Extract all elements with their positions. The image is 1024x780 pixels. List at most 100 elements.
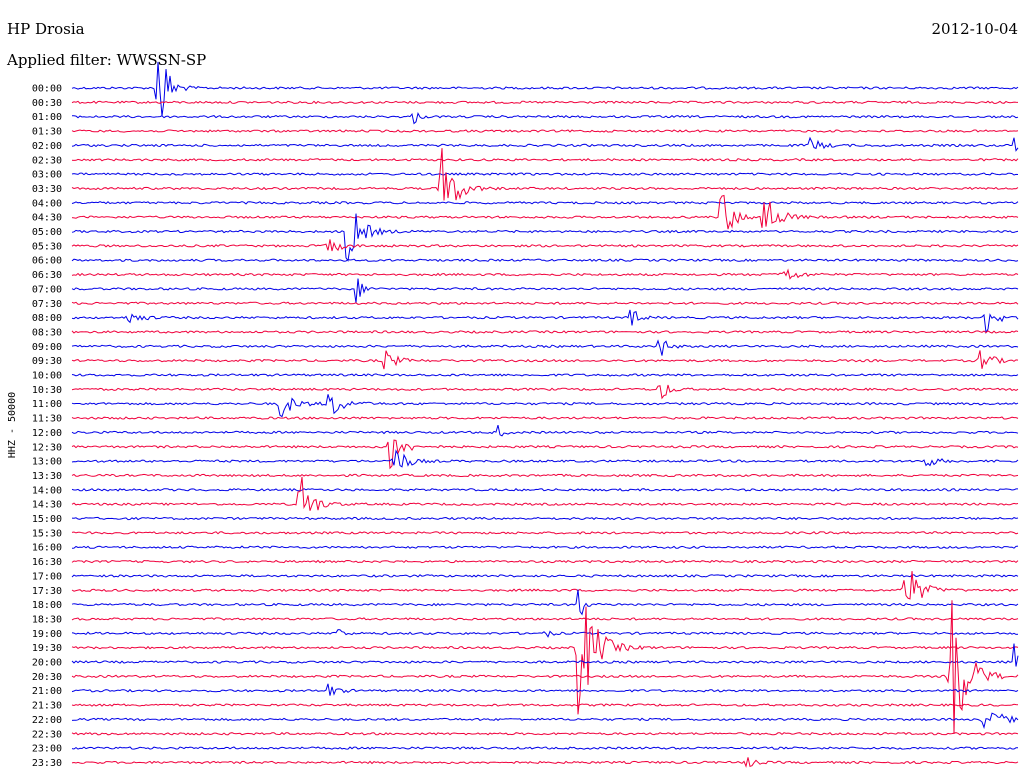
trace-row <box>71 194 1019 230</box>
time-tick-label: 21:30 <box>32 701 62 712</box>
trace-row <box>71 172 1019 176</box>
trace-row <box>71 516 1019 521</box>
time-tick-label: 14:00 <box>32 485 62 496</box>
time-tick-label: 09:30 <box>32 356 62 367</box>
station-title: HP Drosia <box>7 20 85 38</box>
time-tick-label: 07:00 <box>32 284 62 295</box>
time-tick-label: 11:00 <box>32 399 62 410</box>
time-tick-label: 10:30 <box>32 385 62 396</box>
time-tick-label: 13:00 <box>32 457 62 468</box>
time-tick-label: 12:00 <box>32 428 62 439</box>
trace-row <box>71 617 1019 621</box>
time-tick-label: 12:30 <box>32 442 62 453</box>
time-tick-label: 20:30 <box>32 672 62 683</box>
filter-value: WWSSN-SP <box>116 51 207 69</box>
trace-row <box>71 757 1019 768</box>
trace-row <box>71 424 1019 437</box>
trace-row <box>71 301 1019 305</box>
time-tick-label: 02:00 <box>32 141 62 152</box>
date-label: 2012-10-04 <box>931 20 1018 38</box>
trace-row <box>71 476 1019 511</box>
trace-row <box>71 258 1019 262</box>
trace-row <box>71 589 1019 616</box>
trace-row <box>71 61 1019 117</box>
time-tick-label: 15:30 <box>32 528 62 539</box>
trace-row <box>71 100 1019 105</box>
trace-row <box>71 213 1019 262</box>
trace-row <box>71 330 1019 334</box>
trace-row <box>71 112 1019 125</box>
time-tick-label: 08:30 <box>32 327 62 338</box>
tick-label-group: 00:00 00:30 01:00 01:30 02:00 02:30 03:00 03:30… <box>32 84 62 769</box>
time-tick-label: 06:00 <box>32 256 62 267</box>
trace-row <box>71 703 1019 707</box>
time-tick-label: 18:30 <box>32 614 62 625</box>
trace-row <box>71 350 1019 370</box>
time-tick-label: 03:30 <box>32 184 62 195</box>
trace-row <box>71 373 1019 377</box>
time-tick-label: 16:00 <box>32 543 62 554</box>
trace-row <box>71 129 1019 133</box>
trace-row <box>71 487 1018 492</box>
time-tick-label: 01:30 <box>32 127 62 138</box>
time-tick-label: 22:30 <box>32 729 62 740</box>
trace-row <box>71 571 1019 600</box>
trace-row <box>71 439 1019 470</box>
time-tick-label: 18:00 <box>32 600 62 611</box>
time-tick-label: 07:30 <box>32 299 62 310</box>
trace-row <box>71 683 1019 696</box>
trace-row <box>71 531 1019 535</box>
time-tick-label: 17:00 <box>32 571 62 582</box>
time-tick-label: 10:00 <box>32 371 62 382</box>
filter-caption: Applied filter: <box>7 51 112 69</box>
trace-row <box>71 148 1019 201</box>
time-tick-label: 23:30 <box>32 758 62 769</box>
time-tick-label: 17:30 <box>32 586 62 597</box>
trace-row <box>71 416 1019 420</box>
time-tick-label: 16:30 <box>32 557 62 568</box>
trace-row <box>71 158 1019 162</box>
trace-row <box>71 600 1019 735</box>
time-tick-label: 23:00 <box>32 744 62 755</box>
trace-row <box>71 268 1019 280</box>
time-tick-label: 00:00 <box>32 84 62 95</box>
time-tick-label: 02:30 <box>32 155 62 166</box>
time-tick-label: 04:00 <box>32 198 62 209</box>
trace-row <box>71 606 1019 715</box>
time-tick-label: 21:00 <box>32 686 62 697</box>
trace-row <box>71 309 1019 335</box>
trace-row <box>71 136 1019 152</box>
time-tick-label: 01:00 <box>32 112 62 123</box>
time-tick-label: 06:30 <box>32 270 62 281</box>
trace-row <box>71 339 1019 356</box>
trace-row <box>71 384 1019 400</box>
trace-row <box>71 449 1019 468</box>
trace-row <box>71 574 1019 578</box>
time-tick-label: 13:30 <box>32 471 62 482</box>
trace-row <box>71 239 1019 252</box>
time-tick-label: 15:00 <box>32 514 62 525</box>
trace-row <box>71 559 1019 564</box>
time-tick-label: 08:00 <box>32 313 62 324</box>
time-tick-label: 09:00 <box>32 342 62 353</box>
trace-row <box>71 278 1019 303</box>
trace-row <box>71 732 1019 736</box>
time-tick-label: 05:30 <box>32 241 62 252</box>
time-tick-label: 14:30 <box>32 500 62 511</box>
trace-row <box>71 746 1019 750</box>
time-tick-label: 00:30 <box>32 98 62 109</box>
time-tick-label: 04:30 <box>32 213 62 224</box>
filter-label: Applied filter: WWSSN-SP <box>7 53 206 68</box>
time-tick-label: 20:00 <box>32 658 62 669</box>
time-tick-label: 19:30 <box>32 643 62 654</box>
time-tick-label: 05:00 <box>32 227 62 238</box>
trace-row <box>71 201 1019 205</box>
y-axis-label: HHZ - 50000 <box>7 392 18 458</box>
time-tick-label: 11:30 <box>32 414 62 425</box>
time-tick-label: 19:00 <box>32 629 62 640</box>
time-tick-label: 22:00 <box>32 715 62 726</box>
trace-row <box>71 545 1019 549</box>
time-tick-label: 03:00 <box>32 170 62 181</box>
trace-row <box>71 394 1019 418</box>
